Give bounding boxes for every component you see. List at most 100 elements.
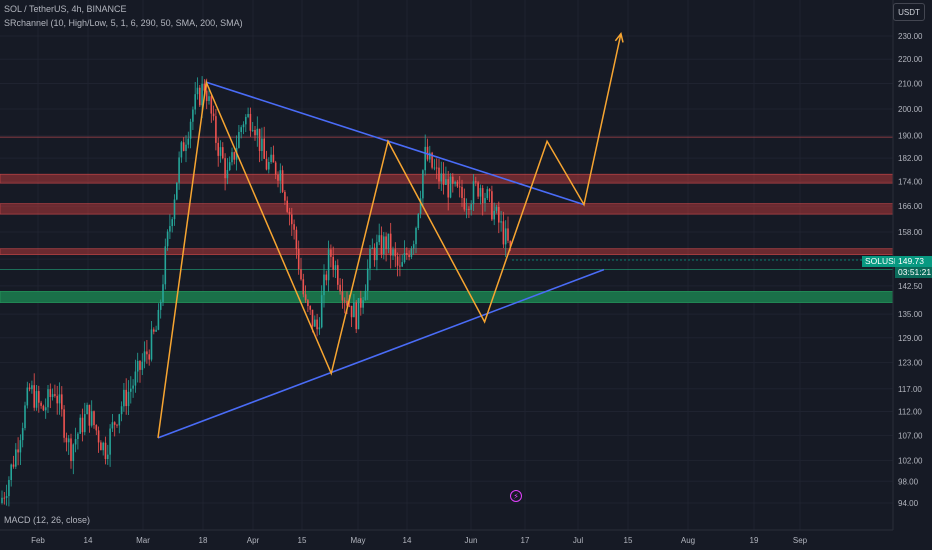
candle: [90, 411, 93, 426]
candle: [139, 361, 141, 370]
candle: [357, 298, 360, 330]
candle: [268, 162, 270, 170]
candle: [440, 173, 443, 182]
candle: [28, 387, 31, 390]
candle: [488, 189, 491, 192]
y-tick-label: 220.00: [898, 55, 923, 64]
candle: [295, 229, 298, 249]
candle: [410, 248, 413, 258]
candle: [504, 228, 507, 245]
candle: [21, 428, 24, 441]
candle: [265, 158, 268, 170]
candle: [396, 256, 399, 266]
x-tick-label: Jun: [465, 536, 478, 545]
candle: [456, 181, 459, 187]
candle: [362, 300, 364, 308]
candle: [316, 319, 318, 330]
candle: [454, 181, 456, 184]
candle: [109, 428, 111, 455]
candle: [281, 170, 284, 192]
x-tick-label: 17: [521, 536, 530, 545]
y-tick-label: 112.00: [898, 408, 922, 417]
candle: [24, 405, 26, 429]
candle: [56, 395, 58, 404]
candle: [297, 248, 300, 270]
x-tick-label: Apr: [247, 536, 260, 545]
candle: [51, 394, 54, 398]
trendline-upper: [206, 81, 585, 206]
support-zone: [0, 291, 894, 303]
candle: [134, 371, 137, 386]
candle: [205, 90, 208, 101]
candle: [332, 256, 334, 270]
candle: [233, 152, 236, 160]
candle: [412, 244, 415, 249]
candle: [26, 387, 29, 406]
candle: [277, 174, 279, 181]
candle: [279, 170, 282, 181]
candle: [136, 361, 139, 372]
candle: [318, 327, 321, 330]
candle: [178, 157, 180, 183]
x-tick-label: 18: [199, 536, 208, 545]
x-tick-label: Feb: [31, 536, 45, 545]
candle: [445, 179, 447, 185]
candle: [433, 167, 436, 169]
candle: [245, 116, 247, 125]
candle: [472, 181, 475, 205]
x-tick-label: Sep: [793, 536, 808, 545]
candle: [389, 233, 392, 256]
pattern-path: [157, 33, 622, 438]
candle: [424, 146, 426, 171]
y-tick-label: 200.00: [898, 105, 923, 114]
lightning-icon[interactable]: ⚡: [510, 490, 522, 502]
candle: [442, 173, 445, 185]
currency-button[interactable]: USDT: [893, 3, 925, 21]
x-tick-label: Mar: [136, 536, 150, 545]
candle: [327, 249, 330, 281]
candle: [65, 437, 68, 443]
candle: [10, 464, 12, 481]
candle: [162, 284, 164, 302]
candle: [194, 94, 196, 110]
candle: [274, 162, 277, 175]
candle: [346, 300, 348, 306]
candle: [185, 144, 187, 151]
candle: [288, 211, 291, 215]
candle: [300, 269, 302, 280]
candle: [166, 231, 169, 247]
x-tick-label: 14: [403, 536, 412, 545]
x-tick-label: May: [350, 536, 365, 545]
candle: [330, 249, 332, 257]
y-tick-label: 166.00: [898, 202, 923, 211]
candle: [387, 233, 390, 250]
candle: [468, 208, 470, 210]
candle: [291, 214, 293, 225]
candle: [350, 305, 353, 318]
candle: [67, 438, 70, 443]
candle: [373, 247, 376, 261]
candle: [182, 142, 185, 151]
candle: [74, 439, 77, 445]
candle: [498, 206, 500, 223]
candle: [173, 199, 176, 220]
last-price-tag: 149.73: [895, 256, 932, 267]
candle: [249, 113, 252, 131]
candle: [477, 182, 479, 197]
candle: [153, 329, 155, 332]
candle: [171, 219, 173, 227]
candle: [33, 385, 35, 408]
candle: [371, 247, 374, 249]
candle: [470, 204, 472, 210]
candle: [97, 430, 100, 443]
candle: [408, 254, 410, 258]
candle: [210, 96, 213, 114]
candle: [208, 96, 210, 101]
candle: [435, 167, 438, 169]
candle: [309, 306, 311, 310]
candle: [116, 424, 118, 426]
candle: [159, 301, 162, 310]
y-tick-label: 142.50: [898, 282, 923, 291]
candle: [88, 404, 91, 426]
